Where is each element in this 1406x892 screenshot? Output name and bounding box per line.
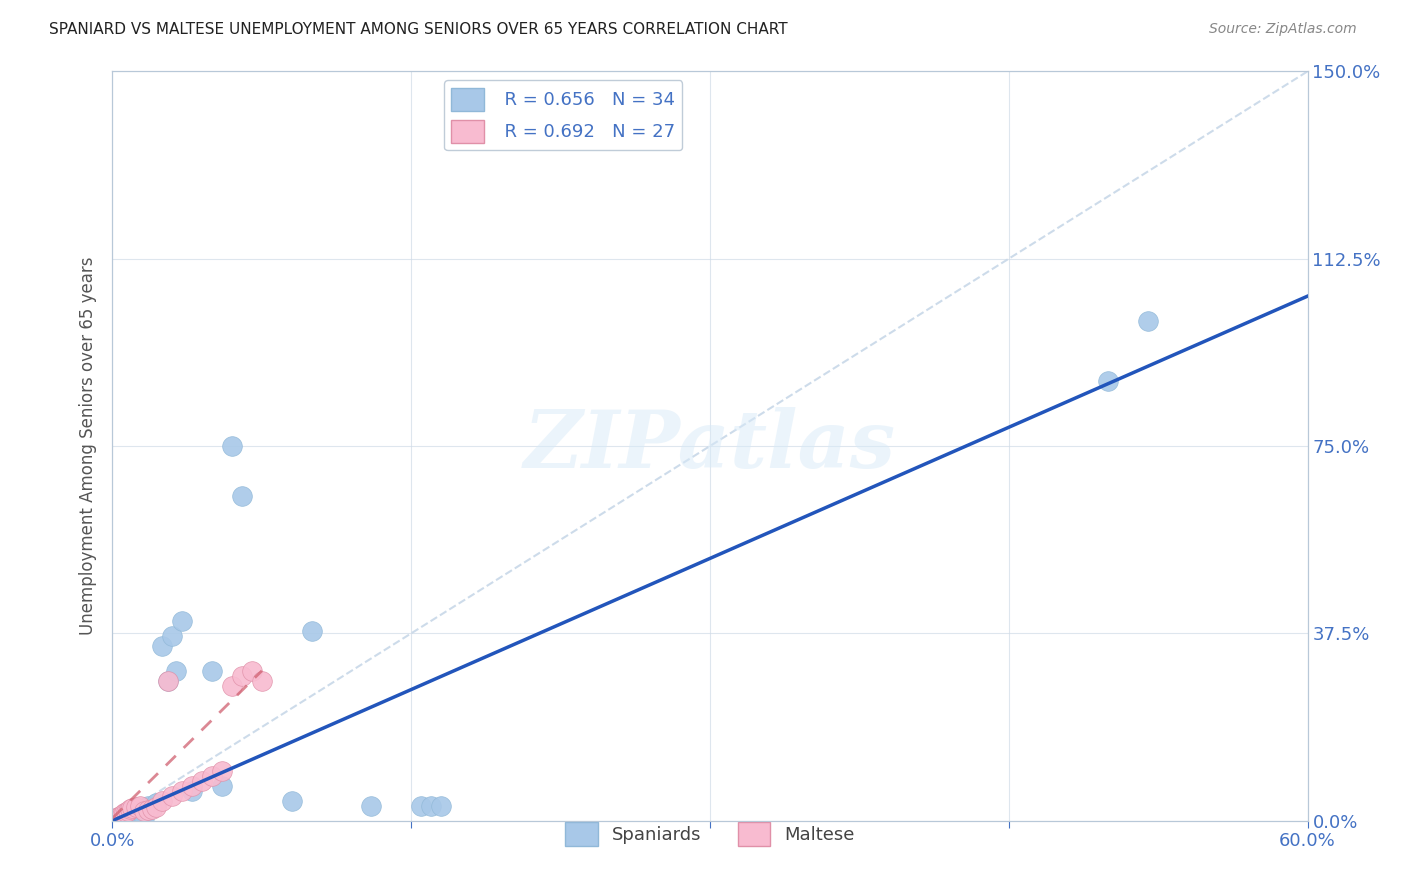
Point — [165, 664, 187, 678]
Point — [201, 769, 224, 783]
Point — [120, 812, 142, 826]
Point — [121, 801, 143, 815]
Point — [125, 812, 148, 826]
Point — [105, 811, 128, 825]
Point — [162, 629, 183, 643]
Point — [240, 664, 263, 678]
Point — [105, 811, 128, 825]
Point — [129, 798, 152, 813]
Point — [360, 798, 382, 813]
Point — [107, 810, 129, 824]
Point — [117, 804, 139, 818]
Point — [162, 789, 183, 803]
Y-axis label: Unemployment Among Seniors over 65 years: Unemployment Among Seniors over 65 years — [79, 257, 97, 635]
Point — [110, 812, 132, 826]
Point — [1137, 314, 1160, 328]
Point — [115, 812, 138, 826]
Point — [115, 805, 138, 819]
Point — [172, 783, 194, 797]
Point — [172, 614, 194, 628]
Point — [157, 673, 180, 688]
Point — [221, 439, 243, 453]
Point — [138, 803, 160, 817]
Point — [150, 639, 173, 653]
Point — [127, 811, 149, 825]
Point — [411, 798, 433, 813]
Legend: Spaniards, Maltese: Spaniards, Maltese — [558, 815, 862, 853]
Point — [211, 779, 233, 793]
Point — [141, 801, 163, 815]
Point — [420, 798, 443, 813]
Point — [107, 812, 129, 826]
Point — [120, 802, 142, 816]
Text: ZIPatlas: ZIPatlas — [524, 408, 896, 484]
Point — [201, 664, 224, 678]
Point — [157, 673, 180, 688]
Point — [231, 669, 253, 683]
Point — [121, 811, 143, 825]
Point — [145, 799, 167, 814]
Point — [111, 807, 134, 822]
Point — [110, 808, 132, 822]
Point — [231, 489, 253, 503]
Point — [131, 812, 153, 826]
Text: Source: ZipAtlas.com: Source: ZipAtlas.com — [1209, 22, 1357, 37]
Point — [191, 773, 214, 788]
Point — [430, 798, 453, 813]
Point — [211, 764, 233, 778]
Point — [114, 806, 135, 821]
Point — [138, 798, 160, 813]
Point — [301, 624, 323, 638]
Point — [117, 811, 139, 825]
Point — [181, 779, 204, 793]
Point — [250, 673, 273, 688]
Point — [134, 804, 156, 818]
Point — [181, 783, 204, 797]
Point — [281, 794, 304, 808]
Text: SPANIARD VS MALTESE UNEMPLOYMENT AMONG SENIORS OVER 65 YEARS CORRELATION CHART: SPANIARD VS MALTESE UNEMPLOYMENT AMONG S… — [49, 22, 787, 37]
Point — [150, 794, 173, 808]
Point — [145, 796, 167, 810]
Point — [141, 802, 163, 816]
Point — [221, 679, 243, 693]
Point — [111, 811, 134, 825]
Point — [125, 799, 148, 814]
Point — [1097, 374, 1119, 388]
Point — [134, 811, 156, 825]
Point — [114, 812, 135, 826]
